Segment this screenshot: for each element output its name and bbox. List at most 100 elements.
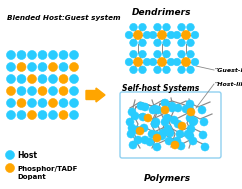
Circle shape: [38, 74, 47, 84]
Circle shape: [161, 106, 169, 114]
Circle shape: [129, 141, 137, 149]
Text: Host: Host: [17, 150, 37, 160]
Circle shape: [140, 124, 148, 132]
Circle shape: [165, 137, 173, 145]
Circle shape: [130, 66, 137, 74]
Circle shape: [187, 108, 195, 116]
Circle shape: [69, 111, 78, 119]
Circle shape: [134, 136, 142, 144]
Circle shape: [7, 50, 15, 60]
Circle shape: [182, 105, 190, 113]
Circle shape: [161, 118, 169, 126]
Circle shape: [173, 31, 181, 39]
Circle shape: [189, 118, 197, 126]
Circle shape: [7, 111, 15, 119]
Circle shape: [154, 106, 162, 114]
Circle shape: [163, 66, 170, 74]
Circle shape: [48, 50, 58, 60]
Circle shape: [149, 106, 157, 114]
Circle shape: [130, 50, 137, 58]
Circle shape: [141, 136, 149, 144]
Circle shape: [59, 98, 68, 108]
Circle shape: [166, 129, 174, 137]
Circle shape: [143, 58, 151, 66]
Text: Self-host Systems: Self-host Systems: [122, 84, 199, 93]
Circle shape: [177, 142, 185, 150]
Circle shape: [139, 66, 146, 74]
Circle shape: [69, 74, 78, 84]
Circle shape: [139, 39, 146, 47]
Circle shape: [174, 120, 182, 128]
Circle shape: [139, 23, 146, 31]
Circle shape: [178, 50, 185, 58]
Circle shape: [59, 63, 68, 71]
Circle shape: [38, 87, 47, 95]
Circle shape: [69, 50, 78, 60]
Circle shape: [69, 63, 78, 71]
Circle shape: [186, 114, 194, 122]
Circle shape: [190, 117, 198, 125]
Circle shape: [154, 39, 161, 47]
Circle shape: [157, 57, 166, 67]
Circle shape: [144, 114, 152, 122]
Text: Dendrimers: Dendrimers: [132, 8, 192, 17]
Circle shape: [167, 58, 175, 66]
Circle shape: [149, 31, 157, 39]
Circle shape: [159, 129, 167, 137]
Circle shape: [59, 87, 68, 95]
Circle shape: [7, 74, 15, 84]
Circle shape: [17, 98, 26, 108]
Circle shape: [182, 57, 191, 67]
Circle shape: [131, 112, 139, 120]
Text: Blended Host:Guest system: Blended Host:Guest system: [7, 15, 121, 21]
Circle shape: [127, 130, 135, 138]
Circle shape: [182, 30, 191, 40]
Circle shape: [133, 30, 143, 40]
Circle shape: [137, 102, 145, 110]
Circle shape: [176, 130, 184, 138]
Circle shape: [174, 104, 182, 112]
Circle shape: [125, 58, 133, 66]
Circle shape: [163, 114, 171, 122]
Circle shape: [28, 111, 37, 119]
Circle shape: [153, 143, 161, 151]
Circle shape: [173, 137, 181, 145]
Circle shape: [199, 131, 207, 139]
Circle shape: [69, 98, 78, 108]
Circle shape: [48, 98, 58, 108]
Circle shape: [163, 23, 170, 31]
Circle shape: [168, 102, 176, 110]
Text: "Host-like": "Host-like": [214, 81, 242, 87]
Circle shape: [148, 130, 156, 138]
Circle shape: [151, 105, 159, 113]
Circle shape: [170, 116, 178, 124]
Circle shape: [178, 39, 185, 47]
Circle shape: [69, 87, 78, 95]
Circle shape: [146, 138, 154, 146]
Circle shape: [187, 66, 194, 74]
Circle shape: [186, 100, 194, 108]
Circle shape: [28, 87, 37, 95]
Circle shape: [163, 50, 170, 58]
Circle shape: [59, 74, 68, 84]
Circle shape: [38, 50, 47, 60]
Circle shape: [7, 87, 15, 95]
Circle shape: [187, 125, 195, 133]
Circle shape: [126, 118, 134, 126]
Circle shape: [133, 126, 141, 134]
Circle shape: [154, 66, 161, 74]
Circle shape: [28, 74, 37, 84]
Circle shape: [38, 111, 47, 119]
Circle shape: [48, 63, 58, 71]
Circle shape: [48, 87, 58, 95]
FancyArrow shape: [86, 88, 105, 102]
Text: Polymers: Polymers: [144, 174, 190, 183]
Circle shape: [17, 50, 26, 60]
Circle shape: [125, 31, 133, 39]
Circle shape: [153, 134, 161, 142]
Circle shape: [184, 130, 192, 138]
Circle shape: [178, 66, 185, 74]
Circle shape: [201, 143, 209, 151]
Circle shape: [149, 58, 157, 66]
Circle shape: [186, 106, 194, 114]
